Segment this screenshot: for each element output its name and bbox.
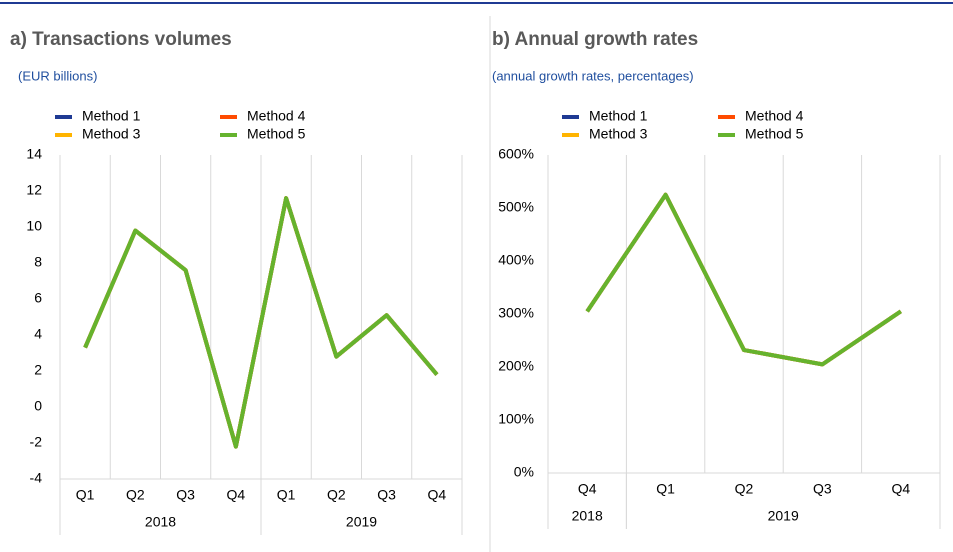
y-tick-label: 400% [498,252,534,268]
chart-subtitle: (annual growth rates, percentages) [492,68,694,83]
legend-label: Method 1 [589,108,648,124]
y-tick-label: 14 [26,146,42,162]
legend-label: Method 4 [247,108,306,124]
x-tick-label: Q2 [126,487,145,503]
y-tick-label: 4 [34,326,42,342]
x-tick-label: Q1 [76,487,95,503]
y-tick-label: 200% [498,358,534,374]
x-tick-label: Q4 [227,487,246,503]
y-tick-label: -4 [30,470,43,486]
legend-label: Method 4 [745,108,804,124]
y-tick-label: 6 [34,290,42,306]
x-tick-label: Q1 [656,481,675,497]
x-tick-label: Q3 [377,487,396,503]
x-tick-label: Q4 [428,487,447,503]
group-label: 2019 [768,508,799,524]
series-line [585,192,902,367]
legend-label: Method 3 [589,126,648,142]
x-tick-label: Q3 [813,481,832,497]
x-tick-label: Q3 [176,487,195,503]
x-tick-label: Q2 [735,481,754,497]
y-tick-label: 2 [34,362,42,378]
y-tick-label: 10 [26,218,42,234]
group-label: 2018 [572,508,603,524]
x-tick-label: Q4 [578,481,597,497]
legend-label: Method 5 [247,126,306,142]
y-tick-label: 0 [34,398,42,414]
y-tick-label: 0% [514,464,534,480]
series-line [585,192,902,367]
chart-title: a) Transactions volumes [10,29,232,50]
x-tick-label: Q2 [327,487,346,503]
legend-label: Method 1 [82,108,141,124]
legend-label: Method 5 [745,126,804,142]
series-line [585,192,902,367]
chart-title: b) Annual growth rates [492,29,698,50]
y-tick-label: 100% [498,411,534,427]
group-label: 2018 [145,514,176,530]
series-line [83,196,439,449]
x-tick-label: Q1 [277,487,296,503]
y-tick-label: 300% [498,305,534,321]
x-tick-label: Q4 [891,481,910,497]
chart-subtitle: (EUR billions) [18,68,97,83]
y-tick-label: 600% [498,146,534,162]
y-tick-label: 12 [26,182,42,198]
legend-label: Method 3 [82,126,141,142]
group-label: 2019 [346,514,377,530]
y-tick-label: 8 [34,254,42,270]
y-tick-label: -2 [30,434,43,450]
series-line [585,192,902,367]
y-tick-label: 500% [498,199,534,215]
